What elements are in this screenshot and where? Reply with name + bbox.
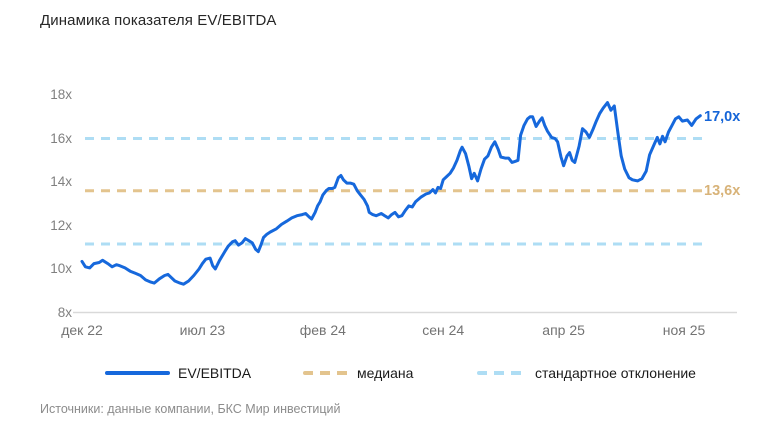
x-tick-label: апр 25	[542, 322, 585, 338]
y-tick-label: 12x	[50, 217, 72, 233]
chart-title: Динамика показателя EV/EBITDA	[40, 12, 277, 29]
dashed-line-swatch	[477, 371, 527, 375]
median-value-label: 13,6x	[704, 182, 741, 199]
y-tick-label: 10x	[50, 261, 72, 276]
y-tick-label: 18x	[50, 87, 72, 102]
legend-label: EV/EBITDA	[178, 365, 252, 381]
legend-label: стандартное отклонение	[535, 365, 696, 381]
y-tick-label: 16x	[50, 130, 72, 146]
legend-label: медиана	[357, 365, 414, 381]
legend-item-stddev: стандартное отклонение	[477, 363, 696, 383]
legend: EV/EBITDA медиана стандартное отклонение	[0, 363, 779, 383]
x-tick-label: дек 22	[61, 322, 103, 338]
x-tick-label: фев 24	[299, 322, 346, 338]
x-tick-label: ноя 25	[662, 322, 706, 338]
legend-item-evebitda: EV/EBITDA	[105, 363, 251, 383]
x-tick-label: июл 23	[179, 322, 226, 338]
series-line-ev-ebitda	[80, 101, 702, 286]
y-tick-label: 8x	[57, 304, 72, 320]
solid-line-swatch	[105, 371, 170, 375]
dashed-line-swatch	[303, 371, 349, 375]
last-value-label: 17,0x	[704, 108, 741, 125]
x-tick-label: сен 24	[422, 322, 465, 338]
y-tick-label: 14x	[50, 174, 72, 189]
source-note: Источники: данные компании, БКС Мир инве…	[40, 402, 341, 416]
legend-item-median: медиана	[303, 363, 413, 383]
